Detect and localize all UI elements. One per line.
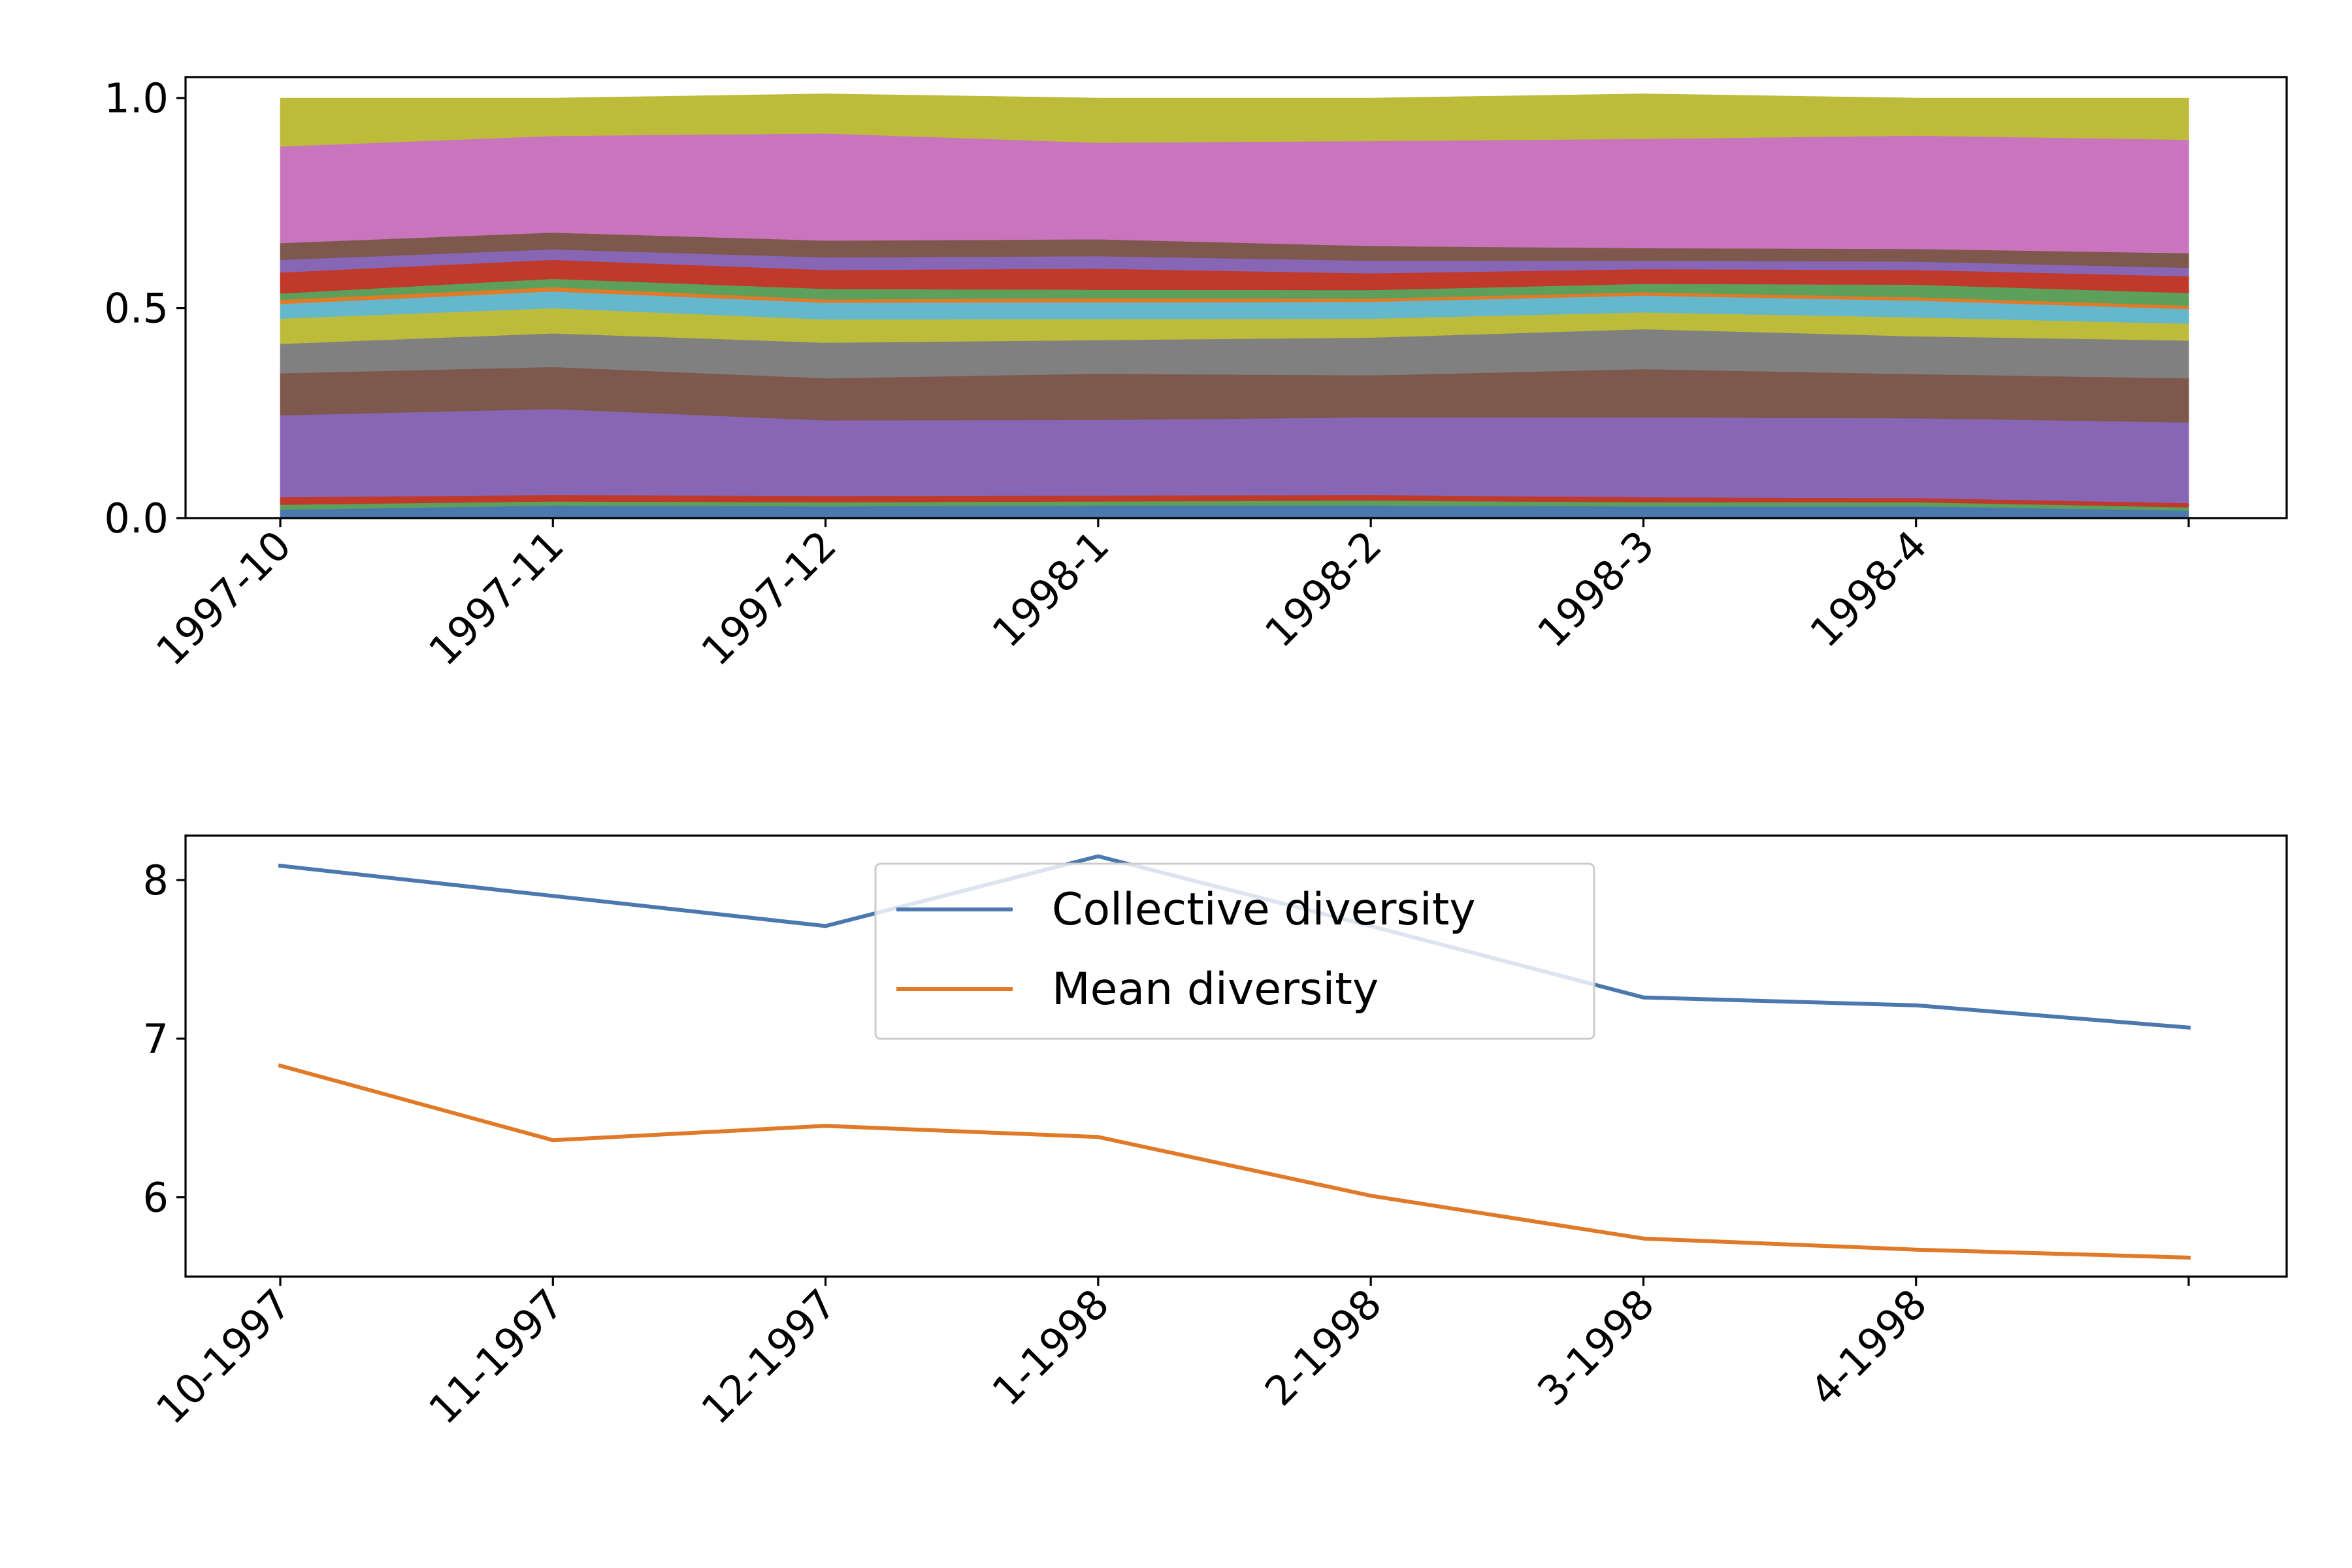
y-tick-label: 1.0 xyxy=(104,74,169,122)
x-tick-label: 4-1998 xyxy=(1801,1280,1936,1415)
x-tick-label: 1997-11 xyxy=(419,521,573,675)
plot-frame xyxy=(184,76,2288,519)
x-tick-label: 1998-3 xyxy=(1528,521,1663,657)
y-tick-label: 8 xyxy=(143,857,169,904)
x-tick-label: 1998-4 xyxy=(1801,521,1936,657)
legend-label: Mean diversity xyxy=(1052,964,1379,1015)
y-tick-label: 0.5 xyxy=(104,285,169,333)
legend-box xyxy=(874,862,1595,1040)
legend-label: Collective diversity xyxy=(1052,884,1476,936)
plot-frame xyxy=(184,834,2288,1278)
x-tick-label: 10-1997 xyxy=(147,1280,301,1433)
legend: Collective diversity Mean diversity xyxy=(874,862,1595,1040)
y-tick-label: 0.0 xyxy=(104,495,169,542)
x-tick-label: 1998-1 xyxy=(983,521,1119,657)
x-tick-label: 11-1997 xyxy=(419,1280,573,1433)
x-tick-label: 3-1998 xyxy=(1528,1280,1663,1415)
x-tick-label: 1-1998 xyxy=(983,1280,1119,1415)
area-band-4 xyxy=(280,408,2189,504)
y-tick-label: 6 xyxy=(143,1174,169,1222)
mean-diversity-line xyxy=(278,1063,2191,1260)
x-tick-label: 1998-2 xyxy=(1256,521,1391,657)
x-tick-label: 12-1997 xyxy=(692,1280,845,1433)
x-tick-label: 1997-10 xyxy=(147,521,301,675)
diversity-line-chart: 6 7 8 10-1997 11-1997 12-1997 1-1998 2-1998 3-19… xyxy=(143,834,2288,1433)
x-tick-label: 2-1998 xyxy=(1256,1280,1391,1415)
x-tick-label: 1997-12 xyxy=(692,521,845,675)
y-tick-label: 7 xyxy=(143,1015,169,1063)
stacked-areas xyxy=(280,93,2189,519)
stacked-area-chart: 0.0 0.5 1.0 1997-10 1997-11 1997-12 1998-1 1998… xyxy=(104,74,2288,675)
area-band-15 xyxy=(280,93,2189,147)
area-band-1 xyxy=(280,505,2189,519)
